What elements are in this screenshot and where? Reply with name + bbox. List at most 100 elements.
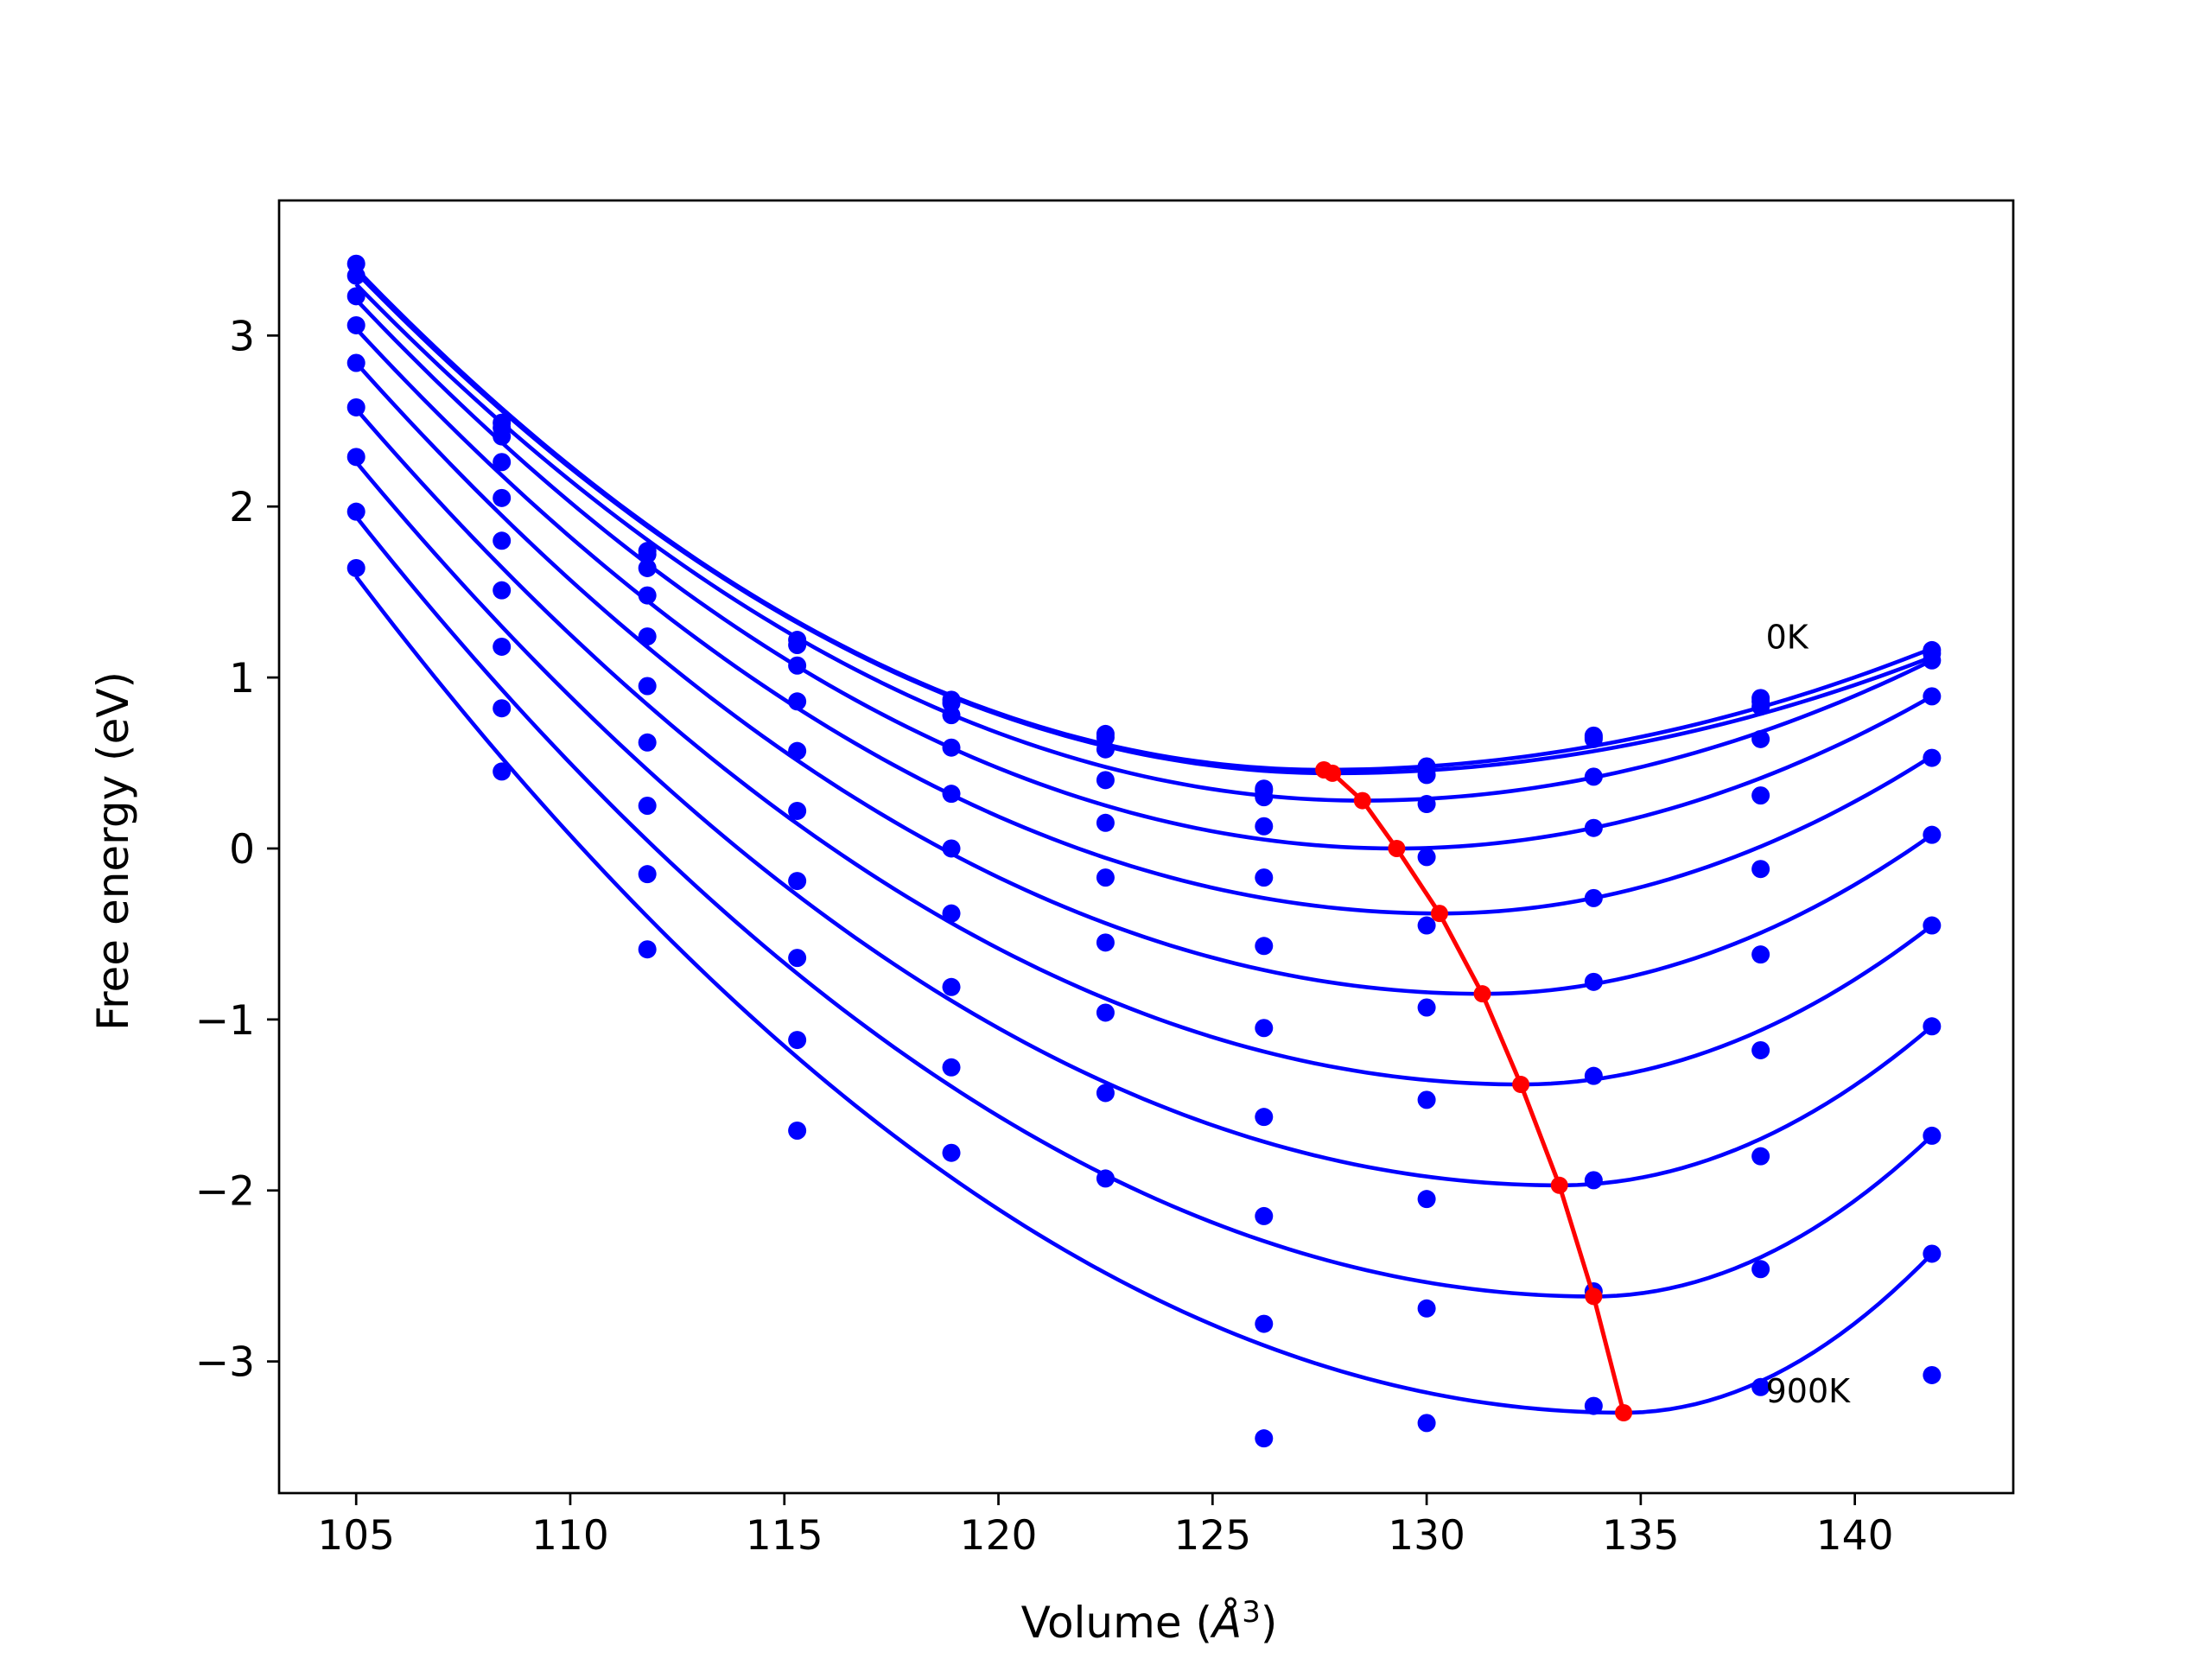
data-point xyxy=(1255,937,1274,956)
y-tick-label: −1 xyxy=(195,997,255,1045)
data-point xyxy=(788,635,807,654)
data-point xyxy=(1096,771,1115,790)
data-point xyxy=(1096,740,1115,759)
minimum-point xyxy=(1388,839,1406,857)
y-tick-label: −2 xyxy=(195,1168,255,1216)
data-point xyxy=(638,545,657,564)
data-point xyxy=(1417,766,1436,785)
data-point xyxy=(1923,1365,1942,1384)
data-point xyxy=(638,733,657,752)
data-point xyxy=(1751,945,1770,964)
data-point xyxy=(1751,1040,1770,1059)
data-point xyxy=(1417,1299,1436,1318)
y-tick-label: 2 xyxy=(229,484,255,531)
fit-curve-4 xyxy=(354,327,1934,916)
data-point xyxy=(638,797,657,816)
data-point xyxy=(942,977,961,996)
data-point xyxy=(493,699,512,718)
data-point xyxy=(788,1121,807,1140)
fit-curve-6 xyxy=(354,407,1934,1087)
x-tick-label: 105 xyxy=(317,1512,395,1560)
data-point xyxy=(1584,767,1603,786)
data-point xyxy=(1417,1090,1436,1109)
data-point xyxy=(1751,1147,1770,1166)
data-points xyxy=(346,254,1942,1448)
data-point xyxy=(942,785,961,804)
data-point xyxy=(1584,1396,1603,1415)
data-point xyxy=(942,904,961,923)
minimum-point xyxy=(1430,905,1448,923)
data-point xyxy=(1255,1108,1274,1127)
y-axis-label: Free energy (eV) xyxy=(88,671,138,1031)
data-point xyxy=(1255,1314,1274,1333)
data-point xyxy=(346,558,365,577)
minima-line-group xyxy=(1315,760,1633,1421)
data-point xyxy=(346,502,365,521)
data-point xyxy=(1751,860,1770,879)
data-point xyxy=(346,448,365,467)
data-point xyxy=(638,940,657,959)
data-point xyxy=(788,741,807,760)
data-point xyxy=(1923,748,1942,767)
data-point xyxy=(1923,825,1942,844)
data-point xyxy=(1096,1169,1115,1188)
data-point xyxy=(1255,868,1274,887)
data-point xyxy=(788,1031,807,1050)
x-tick-label: 140 xyxy=(1816,1512,1894,1560)
x-axis-label-unit: Å xyxy=(1210,1598,1242,1648)
data-point xyxy=(346,353,365,372)
fit-curves xyxy=(354,267,1934,1415)
data-point xyxy=(942,839,961,858)
fit-curve-5 xyxy=(354,361,1934,996)
data-point xyxy=(788,872,807,891)
minima-line xyxy=(1323,767,1626,1414)
fit-curve-1 xyxy=(354,270,1933,776)
x-tick-label: 130 xyxy=(1388,1512,1465,1560)
data-point xyxy=(1096,933,1115,952)
data-point xyxy=(1096,868,1115,887)
data-point xyxy=(1417,1190,1436,1209)
data-point xyxy=(1923,651,1942,670)
data-point xyxy=(1255,788,1274,807)
data-point xyxy=(788,656,807,675)
data-point xyxy=(493,427,512,446)
data-point xyxy=(1751,786,1770,805)
minimum-point xyxy=(1473,985,1491,1003)
data-point xyxy=(1584,972,1603,991)
x-tick-label: 125 xyxy=(1173,1512,1251,1560)
data-point xyxy=(1417,916,1436,935)
data-point xyxy=(1417,998,1436,1017)
data-point xyxy=(493,637,512,656)
data-point xyxy=(1096,1003,1115,1022)
data-point xyxy=(1923,1244,1942,1263)
annotation-label: 900K xyxy=(1766,1372,1852,1410)
data-point xyxy=(942,1058,961,1077)
annotation-label: 0K xyxy=(1766,619,1809,657)
y-tick-label: 3 xyxy=(229,313,255,360)
data-point xyxy=(346,397,365,416)
data-point xyxy=(1584,818,1603,837)
annotations: 0K 900K xyxy=(1766,619,1852,1411)
data-point xyxy=(1923,687,1942,706)
minimum-point xyxy=(1353,791,1371,810)
data-point xyxy=(638,586,657,605)
x-tick-label: 110 xyxy=(531,1512,609,1560)
data-point xyxy=(638,677,657,696)
axes-frame xyxy=(277,199,2015,1495)
data-point xyxy=(1584,1066,1603,1085)
data-point xyxy=(346,315,365,334)
data-point xyxy=(942,706,961,725)
data-point xyxy=(942,1143,961,1162)
data-point xyxy=(1751,697,1770,716)
y-tick-label: 0 xyxy=(229,826,255,874)
data-point xyxy=(1255,1429,1274,1448)
y-tick-label: −3 xyxy=(195,1339,255,1387)
data-point xyxy=(1584,888,1603,907)
data-point xyxy=(1923,916,1942,935)
data-point xyxy=(1584,1171,1603,1190)
fit-curve-8 xyxy=(354,515,1934,1299)
data-point xyxy=(493,488,512,507)
data-point xyxy=(788,949,807,968)
data-point xyxy=(1255,1206,1274,1225)
